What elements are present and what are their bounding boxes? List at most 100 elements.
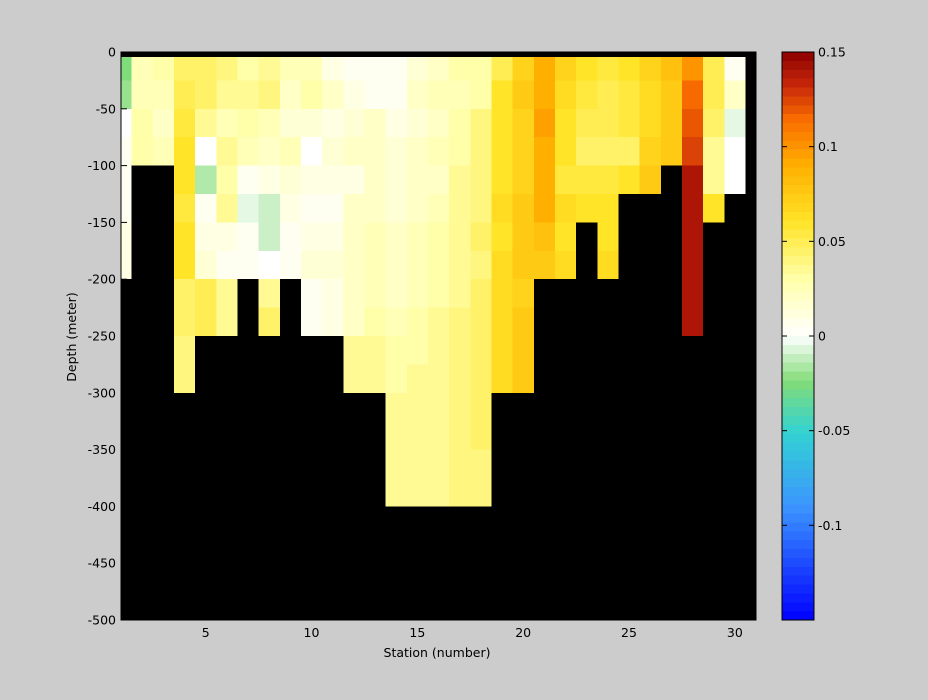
colorbar-swatch bbox=[782, 611, 814, 621]
colorbar-swatch bbox=[782, 265, 814, 275]
colorbar-swatch bbox=[782, 504, 814, 515]
heatmap-cell bbox=[385, 137, 407, 166]
heatmap-cell bbox=[216, 80, 238, 109]
heatmap-cell bbox=[681, 137, 704, 166]
heatmap-cell bbox=[449, 194, 471, 223]
colorbar-swatch bbox=[782, 185, 814, 195]
colorbar-swatch bbox=[782, 353, 814, 364]
colorbar-swatch bbox=[782, 531, 814, 541]
plot-axes: 5 10 15 20 25 30 0 -50 -100 -150 -200 -250 -300 -350 -… bbox=[88, 45, 757, 640]
y-tick-label: -50 bbox=[96, 101, 116, 116]
heatmap-cell bbox=[322, 80, 344, 109]
heatmap-cell bbox=[364, 250, 386, 280]
colorbar-swatch bbox=[782, 442, 814, 452]
colorbar-swatch bbox=[782, 96, 814, 106]
colorbar-swatch bbox=[782, 478, 814, 488]
heatmap-cell bbox=[216, 307, 238, 336]
heatmap-cell bbox=[618, 165, 640, 194]
colorbar-swatch bbox=[782, 371, 814, 381]
colorbar-swatch bbox=[782, 424, 814, 435]
x-tick-label: 15 bbox=[409, 625, 425, 640]
heatmap-cell bbox=[300, 137, 323, 166]
heatmap-cell bbox=[195, 222, 217, 251]
colorbar-swatch bbox=[782, 522, 814, 532]
heatmap-cell bbox=[681, 279, 704, 308]
heatmap-cell bbox=[216, 137, 238, 166]
colorbar-swatch bbox=[782, 87, 814, 97]
heatmap-cell bbox=[279, 108, 301, 138]
heatmap-cell bbox=[300, 250, 323, 280]
heatmap-cell bbox=[173, 336, 196, 365]
heatmap-cell bbox=[216, 165, 238, 194]
colorbar-swatch bbox=[782, 584, 814, 594]
x-tick-label: 5 bbox=[202, 625, 210, 640]
heatmap-cell bbox=[449, 137, 471, 166]
heatmap-cell bbox=[703, 137, 725, 166]
heatmap-cell bbox=[576, 165, 598, 194]
heatmap-cell bbox=[597, 80, 619, 109]
heatmap-cell bbox=[554, 137, 577, 166]
x-tick-label: 20 bbox=[515, 625, 531, 640]
colorbar-swatch bbox=[782, 247, 814, 257]
heatmap-cell bbox=[449, 250, 471, 280]
heatmap-cell bbox=[512, 279, 534, 308]
heatmap-cell bbox=[121, 108, 132, 138]
heatmap-cell bbox=[173, 108, 196, 138]
colorbar-swatch bbox=[782, 273, 814, 284]
heatmap-cell bbox=[681, 307, 704, 336]
heatmap-cell bbox=[533, 52, 555, 81]
heatmap-cell bbox=[195, 52, 217, 81]
colorbar-swatch bbox=[782, 566, 814, 577]
heatmap-cell bbox=[121, 250, 132, 280]
colorbar-swatch bbox=[782, 149, 814, 160]
heatmap-cell bbox=[576, 52, 598, 81]
heatmap-cell bbox=[491, 80, 513, 109]
heatmap-cell bbox=[512, 364, 534, 393]
heatmap-cell bbox=[449, 108, 471, 138]
colorbar-tick-label: 0.15 bbox=[818, 45, 846, 60]
heatmap-cell bbox=[195, 307, 217, 336]
heatmap-cell bbox=[343, 222, 365, 251]
heatmap-cell bbox=[660, 80, 682, 109]
heatmap-cell bbox=[152, 52, 174, 81]
heatmap-cell bbox=[364, 364, 386, 393]
colorbar-swatch bbox=[782, 407, 814, 417]
heatmap-cell bbox=[258, 250, 280, 280]
heatmap-cell bbox=[195, 279, 217, 308]
x-tick-label: 25 bbox=[621, 625, 637, 640]
heatmap-cell bbox=[406, 336, 428, 365]
heatmap-cell bbox=[681, 165, 704, 194]
heatmap-cell bbox=[470, 421, 492, 450]
heatmap-cell bbox=[681, 250, 704, 280]
heatmap-cell bbox=[385, 250, 407, 280]
heatmap-cell bbox=[703, 165, 725, 194]
colorbar-swatch bbox=[782, 513, 814, 523]
heatmap-cell bbox=[406, 478, 428, 507]
heatmap-cell bbox=[427, 392, 450, 422]
heatmap-cell bbox=[173, 307, 196, 336]
heatmap-cell bbox=[427, 194, 450, 223]
colorbar-swatch bbox=[782, 575, 814, 586]
heatmap-cell bbox=[576, 137, 598, 166]
heatmap-cell bbox=[470, 250, 492, 280]
x-axis-label: Station (number) bbox=[384, 645, 491, 660]
heatmap-cell bbox=[364, 279, 386, 308]
heatmap-cell bbox=[173, 279, 196, 308]
heatmap-cell bbox=[639, 165, 661, 194]
heatmap-cell bbox=[216, 279, 238, 308]
heatmap-cell bbox=[491, 108, 513, 138]
heatmap-cell bbox=[470, 108, 492, 138]
heatmap-cell bbox=[512, 137, 534, 166]
heatmap-cell bbox=[131, 108, 153, 138]
heatmap-cell bbox=[449, 307, 471, 336]
heatmap-cell bbox=[427, 165, 450, 194]
heatmap-cell bbox=[364, 108, 386, 138]
colorbar-swatch bbox=[782, 309, 814, 319]
y-tick-label: -250 bbox=[88, 329, 116, 344]
colorbar-swatch bbox=[782, 211, 814, 222]
heatmap-cell bbox=[449, 449, 471, 478]
colorbar-swatch bbox=[782, 131, 814, 142]
heatmap-cell bbox=[491, 279, 513, 308]
